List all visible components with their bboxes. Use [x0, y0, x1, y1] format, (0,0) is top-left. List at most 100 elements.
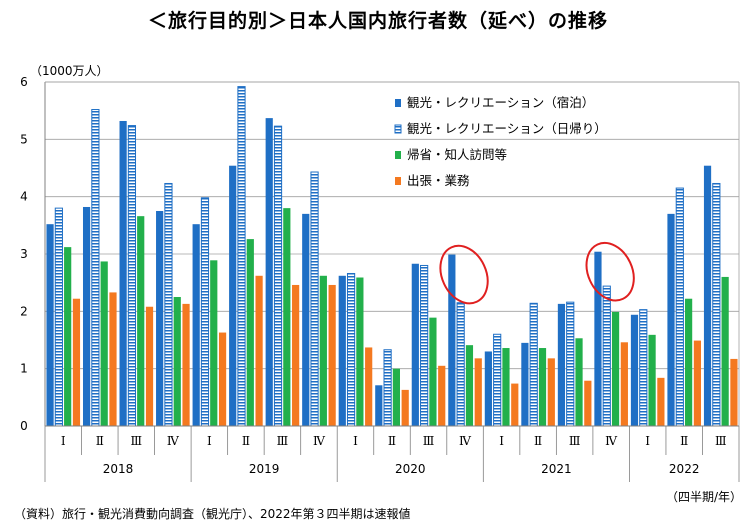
legend-label: 観光・レクリエーション（宿泊） — [407, 95, 594, 110]
bar-family-visit — [648, 334, 656, 426]
x-tick-label-quarter: Ⅱ — [388, 434, 396, 448]
bar-business — [145, 306, 154, 426]
bar-family-visit — [685, 298, 693, 426]
bar-leisure-stay — [630, 314, 639, 426]
bar-leisure-day — [127, 125, 137, 427]
bar-business — [72, 298, 81, 426]
bar-leisure-day — [54, 207, 63, 427]
x-tick-label-quarter: Ⅳ — [459, 434, 472, 448]
source-note: （資料）旅行・観光消費動向調査（観光庁）、2022年第３四半期は速報値 — [14, 507, 411, 521]
bar-leisure-stay — [667, 213, 675, 426]
legend-swatch — [395, 177, 401, 185]
bar-business — [474, 358, 482, 426]
bar-leisure-day — [529, 302, 538, 427]
bar-business — [218, 332, 227, 426]
bar-business — [620, 342, 628, 426]
bar-leisure-stay — [557, 303, 566, 426]
bar-business — [365, 347, 373, 426]
bar-leisure-stay — [156, 211, 164, 426]
bar-leisure-stay — [594, 251, 602, 426]
bar-leisure-stay — [411, 263, 419, 426]
bar-leisure-stay — [302, 213, 310, 426]
bar-leisure-stay — [192, 224, 200, 426]
x-tick-label-quarter: Ⅲ — [423, 434, 435, 448]
bar-business — [292, 284, 300, 426]
bar-leisure-stay — [265, 118, 273, 427]
x-tick-label-quarter: Ⅲ — [131, 434, 143, 448]
x-tick-label-year: 2021 — [541, 462, 572, 476]
x-tick-label-quarter: Ⅳ — [167, 434, 180, 448]
y-tick-label: 0 — [20, 419, 28, 433]
y-tick-label: 6 — [20, 75, 28, 89]
bar-family-visit — [246, 239, 254, 426]
legend-label: 観光・レクリエーション（日帰り） — [407, 121, 607, 136]
axes: 0 1 2 3 4 5 6 Ⅰ Ⅱ Ⅲ Ⅳ Ⅰ Ⅱ Ⅲ Ⅳ Ⅰ Ⅱ Ⅲ Ⅳ Ⅰ Ⅱ Ⅲ Ⅳ Ⅰ Ⅱ Ⅲ 2018 2019 2020 20… — [20, 75, 740, 482]
bar-leisure-stay — [119, 120, 127, 426]
bar-leisure-stay — [448, 254, 456, 426]
bar-business — [401, 389, 409, 426]
bar-family-visit — [575, 338, 583, 426]
bar-family-visit — [173, 297, 181, 426]
bar-leisure-stay — [338, 275, 346, 426]
legend-swatch — [395, 151, 401, 159]
bar-business — [584, 380, 592, 426]
x-tick-label-quarter: Ⅱ — [96, 434, 104, 448]
bar-family-visit — [502, 348, 510, 426]
x-tick-label-quarter: Ⅰ — [499, 434, 504, 448]
x-tick-label-quarter: Ⅰ — [645, 434, 650, 448]
bar-leisure-stay — [484, 351, 492, 426]
bar-leisure-day — [493, 333, 502, 427]
highlight-circle — [585, 241, 635, 302]
bar-family-visit — [283, 208, 291, 426]
x-tick-label-quarter: Ⅳ — [313, 434, 326, 448]
y-tick-label: 3 — [20, 247, 28, 261]
bar-leisure-day — [420, 264, 429, 427]
bar-business — [255, 275, 263, 426]
x-axis-unit-label: （四半期/年） — [665, 490, 742, 504]
bar-leisure-day — [164, 182, 173, 427]
bar-business — [182, 303, 190, 426]
x-tick-label-quarter: Ⅲ — [569, 434, 581, 448]
bar-business — [693, 340, 702, 426]
bar-business — [438, 365, 446, 426]
bar-leisure-day — [383, 349, 392, 427]
bar-leisure-day — [675, 187, 684, 427]
bar-business — [657, 377, 665, 426]
x-tick-label-year: 2018 — [103, 462, 134, 476]
bars — [46, 86, 738, 427]
bar-family-visit — [465, 345, 474, 426]
x-tick-label-quarter: Ⅰ — [61, 434, 66, 448]
bar-leisure-stay — [229, 165, 237, 426]
bar-leisure-day — [91, 109, 100, 427]
x-tick-label-year: 2019 — [249, 462, 280, 476]
bar-leisure-day — [639, 309, 648, 427]
y-tick-label: 4 — [20, 190, 28, 204]
bar-leisure-stay — [375, 385, 383, 426]
bar-family-visit — [538, 348, 547, 426]
bar-family-visit — [319, 275, 327, 426]
legend-label: 帰省・知人訪問等 — [407, 147, 507, 162]
bar-leisure-stay — [46, 224, 54, 426]
x-tick-label-year: 2020 — [395, 462, 426, 476]
x-tick-label-quarter: Ⅱ — [680, 434, 688, 448]
bar-leisure-day — [200, 197, 210, 427]
bar-business — [109, 292, 117, 426]
bar-family-visit — [611, 311, 620, 426]
bar-leisure-stay — [521, 342, 529, 426]
bar-business — [547, 358, 555, 426]
bar-business — [511, 383, 519, 426]
legend: 観光・レクリエーション（宿泊） 観光・レクリエーション（日帰り） 帰省・知人訪問等出… — [394, 95, 607, 188]
legend-label: 出張・業務 — [407, 173, 470, 188]
bar-leisure-day — [602, 285, 611, 427]
legend-swatch — [394, 124, 402, 134]
highlight-circles — [439, 241, 635, 305]
bar-leisure-day — [273, 125, 283, 427]
bar-family-visit — [392, 368, 400, 426]
x-tick-label-quarter: Ⅰ — [207, 434, 212, 448]
x-tick-label-quarter: Ⅲ — [277, 434, 289, 448]
bar-leisure-day — [712, 182, 721, 427]
x-tick-label-quarter: Ⅰ — [353, 434, 358, 448]
bar-business — [730, 358, 738, 426]
bar-family-visit — [356, 277, 364, 426]
chart-title: ＜旅行目的別＞日本人国内旅行者数（延べ）の推移 — [147, 10, 608, 32]
